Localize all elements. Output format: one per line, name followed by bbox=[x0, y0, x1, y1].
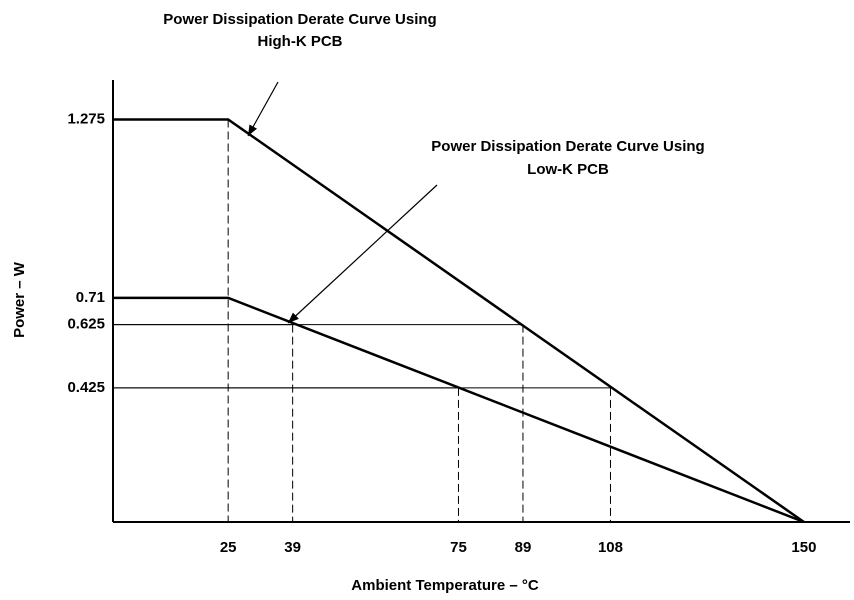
x-tick-label: 75 bbox=[450, 539, 467, 556]
y-tick-label: 0.425 bbox=[67, 379, 105, 396]
x-tick-label: 39 bbox=[284, 539, 301, 556]
y-tick-label: 0.71 bbox=[76, 289, 105, 306]
x-tick-label: 25 bbox=[220, 539, 237, 556]
annotation: High-K PCB bbox=[258, 33, 343, 50]
series-line bbox=[113, 296, 805, 524]
annotation: Power Dissipation Derate Curve Using bbox=[431, 138, 704, 155]
y-axis-label: Power – W bbox=[11, 261, 28, 338]
arrow bbox=[247, 81, 279, 137]
x-axis-label: Ambient Temperature – °C bbox=[351, 577, 539, 594]
x-tick-label: 108 bbox=[598, 539, 623, 556]
series-line bbox=[113, 118, 805, 524]
y-tick-label: 1.275 bbox=[67, 110, 105, 127]
annotation: Low-K PCB bbox=[527, 161, 609, 178]
arrow bbox=[287, 184, 438, 324]
annotation: Power Dissipation Derate Curve Using bbox=[163, 11, 436, 28]
y-tick-label: 0.625 bbox=[67, 316, 105, 333]
x-tick-label: 89 bbox=[515, 539, 532, 556]
x-tick-label: 150 bbox=[791, 539, 816, 556]
